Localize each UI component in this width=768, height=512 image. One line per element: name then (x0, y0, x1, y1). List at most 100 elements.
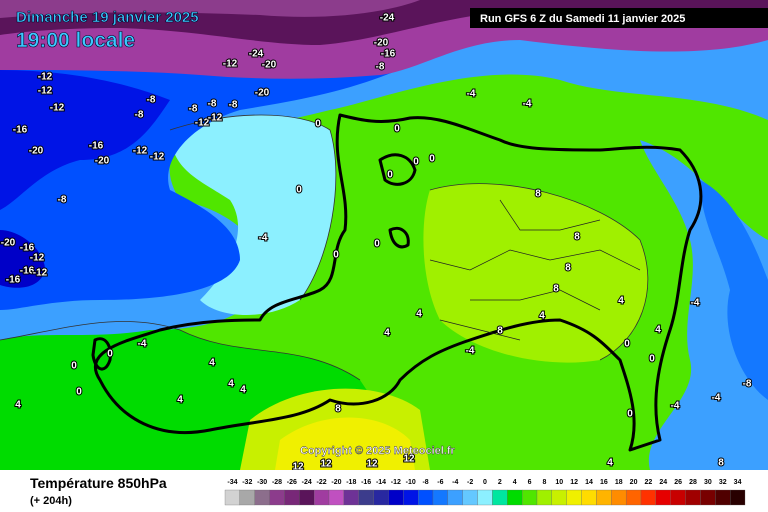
isotherm-label: -12 (30, 253, 45, 264)
isotherm-label: 12 (366, 459, 378, 470)
scale-swatch (447, 489, 463, 506)
isotherm-label: 8 (335, 404, 341, 415)
zone-minus-6-east (700, 180, 768, 400)
scale-label: -16 (361, 479, 371, 486)
isotherm-label: 0 (649, 354, 655, 365)
scale-label: 2 (498, 479, 502, 486)
isotherm-label: -24 (249, 49, 264, 60)
scale-swatch (611, 489, 627, 506)
isotherm-label: 0 (394, 124, 400, 135)
legend-title: Température 850hPa (30, 475, 167, 491)
scale-swatch (477, 489, 493, 506)
copyright: Copyright © 2025 Meteociel.fr (300, 445, 456, 457)
zone-8 (423, 183, 648, 363)
scale-label: -32 (242, 479, 252, 486)
scale-label: 0 (483, 479, 487, 486)
isotherm-label: -20 (374, 38, 389, 49)
isotherm-label: 4 (15, 400, 21, 411)
scale-label: 26 (674, 479, 682, 486)
scale-swatch (566, 489, 582, 506)
coastline-island (378, 153, 417, 186)
isotherm-label: 8 (718, 458, 724, 469)
scale-swatch (373, 489, 389, 506)
scale-label: -22 (317, 479, 327, 486)
isotherm-label: -4 (691, 298, 700, 309)
scale-swatch (551, 489, 567, 506)
isotherm-label: 0 (387, 170, 393, 181)
scale-label: -12 (391, 479, 401, 486)
scale-label: -14 (376, 479, 386, 486)
scale-swatch (417, 489, 434, 506)
isotherm-label: 8 (535, 189, 541, 200)
scale-label: -24 (302, 479, 312, 486)
scale-swatch (596, 489, 612, 506)
isotherm-label: 0 (296, 185, 302, 196)
scale-swatch (492, 489, 508, 506)
isotherm-label: -16 (6, 275, 21, 286)
scale-label: -8 (422, 479, 428, 486)
scale-label: -6 (437, 479, 443, 486)
coastline (94, 113, 703, 452)
scale-swatch (254, 489, 270, 506)
isotherm (0, 321, 361, 381)
isotherm-label: -12 (133, 146, 148, 157)
scale-label: 30 (704, 479, 712, 486)
isotherm-label: -8 (229, 100, 238, 111)
scale-swatch (700, 489, 716, 506)
isotherm-labels: -12-12-12-8-8-8 -8 -8-12-12-16-16-20-20-12… (0, 12, 753, 474)
isotherm-label: 4 (655, 325, 661, 336)
isotherm-label: -12 (33, 268, 48, 279)
isotherm-label: 8 (565, 263, 571, 274)
isotherm-label: -20 (95, 156, 110, 167)
scale-label: -4 (452, 479, 458, 486)
isotherm-label: -12 (150, 152, 165, 163)
zone-12 (275, 417, 415, 470)
scale-swatch (581, 489, 597, 506)
scale-label: -34 (227, 479, 237, 486)
isotherm-label: -12 (38, 86, 53, 97)
scale-label: 34 (734, 479, 742, 486)
isotherm (429, 183, 649, 361)
scale-swatch (655, 489, 671, 506)
isotherm-label: 4 (240, 385, 246, 396)
isotherm-label: 0 (71, 361, 77, 372)
isotherm-label: -20 (262, 60, 277, 71)
isotherm-label: -12 (223, 59, 238, 70)
isotherm-label: 8 (553, 284, 559, 295)
legend-subtitle: (+ 204h) (30, 495, 72, 507)
isotherm-label: 0 (315, 119, 321, 130)
scale-label: -2 (467, 479, 473, 486)
isotherm-label: -8 (208, 99, 217, 110)
zone-minus-12 (0, 70, 170, 210)
forecast-date: Dimanche 19 janvier 2025 (16, 9, 199, 26)
scale-swatch (224, 489, 241, 506)
scale-label: 6 (528, 479, 532, 486)
scale-label: 10 (555, 479, 563, 486)
isotherm-label: -16 (89, 141, 104, 152)
isotherm-label: 4 (416, 309, 422, 320)
color-scale: -34 -32 -30 -28 -26 -24 -22 -20 -18 -16 -14 -12 -10-… (224, 479, 746, 506)
zone-0 (170, 115, 336, 315)
run-banner (470, 8, 768, 28)
isotherm-label: -12 (208, 113, 223, 124)
forecast-time: 19:00 locale (16, 29, 135, 52)
scale-swatch (343, 489, 359, 506)
isotherm-label: 0 (429, 154, 435, 165)
scale-swatch (715, 489, 731, 506)
isotherm-label: 4 (539, 311, 545, 322)
scale-label: -26 (287, 479, 297, 486)
isotherm-label: 4 (177, 395, 183, 406)
scale-label: 4 (513, 479, 517, 486)
scale-label: 22 (645, 479, 653, 486)
scale-label: 8 (542, 479, 546, 486)
scale-swatch (239, 489, 255, 506)
isotherm-label: -4 (712, 393, 721, 404)
isotherm-label: -4 (467, 89, 476, 100)
scale-label: -18 (346, 479, 356, 486)
scale-swatch (432, 489, 449, 506)
zone-minus-28 (0, 0, 420, 18)
scale-label: 20 (630, 479, 638, 486)
scale-label: 24 (659, 479, 667, 486)
isotherm (169, 114, 337, 301)
isotherm-label: -16 (20, 266, 35, 277)
